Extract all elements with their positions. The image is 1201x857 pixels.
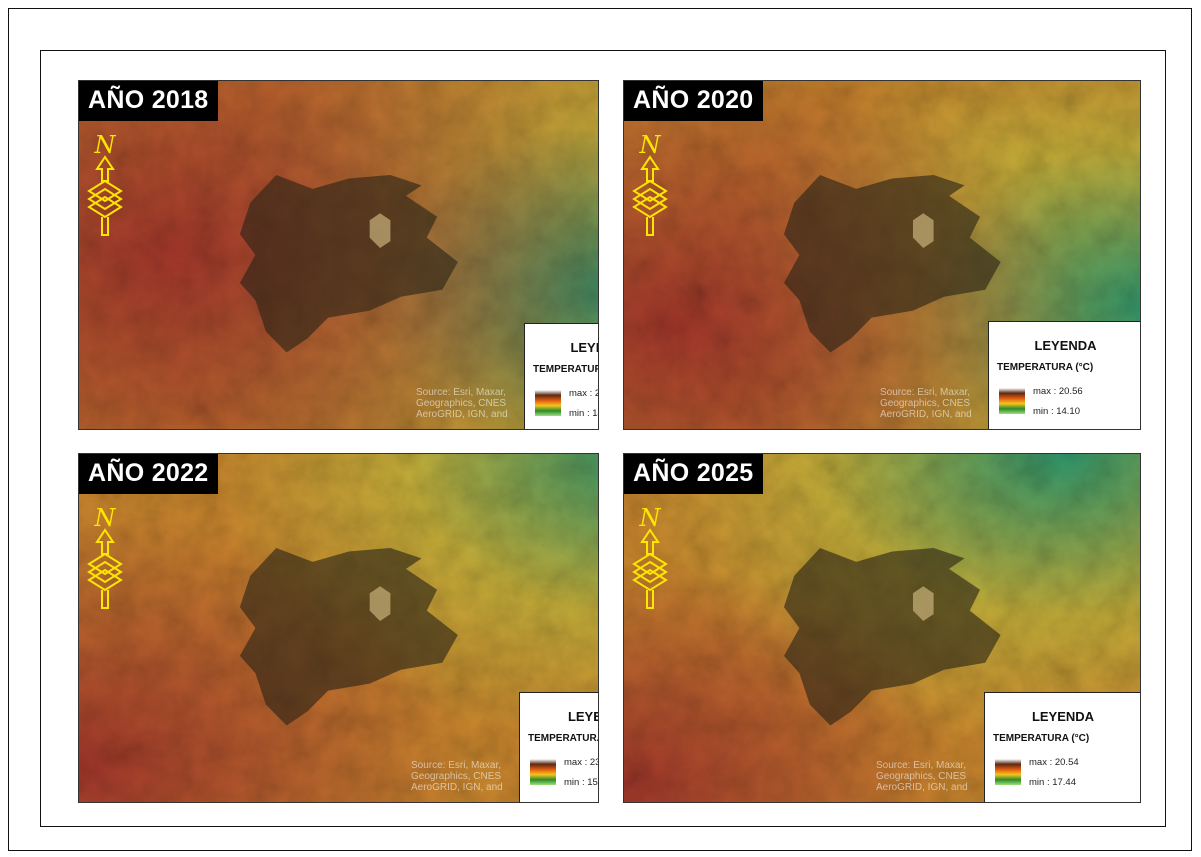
north-arrow-icon: N (630, 500, 670, 612)
reservoir (239, 174, 458, 353)
reservoir (783, 547, 1001, 726)
color-ramp-swatch (530, 759, 556, 785)
legend-subtitle: TEMPERATURA (°C) (993, 733, 1090, 744)
year-label: AÑO 2025 (624, 454, 763, 494)
year-label: AÑO 2018 (79, 81, 218, 121)
color-ramp-swatch (535, 390, 561, 416)
legend-title: LEYENDA (1034, 338, 1097, 353)
year-label: AÑO 2022 (79, 454, 218, 494)
legend-subtitle: TEMPERATURA (°C) (528, 733, 599, 744)
north-arrow-icon: N (85, 127, 125, 239)
legend-box: LEYENDA TEMPERATURA (°C) max : 20.56 min : … (988, 321, 1140, 429)
north-letter: N (94, 131, 117, 159)
north-letter: N (639, 504, 662, 532)
reservoir (783, 174, 1001, 353)
legend-title: LEYENDA (1031, 709, 1095, 724)
map-attribution: Source: Esri, Maxar, Geographics, CNES A… (411, 760, 503, 793)
island (369, 586, 391, 622)
legend-min: min : 15.19 (564, 777, 598, 788)
legend-box: LEYENDA TEMPERATURA (°C) max : 23.11 min : … (519, 692, 599, 802)
north-letter: N (94, 504, 117, 532)
legend-subtitle: TEMPERATURA (°C) (533, 364, 598, 375)
legend-title: LEYENDA (567, 709, 598, 724)
legend-subtitle: TEMPERATURA (°C) (997, 362, 1094, 373)
legend-max: max : 20.54 (1029, 757, 1079, 768)
legend-max: max : 23.11 (564, 757, 598, 768)
legend-box: LEYENDA TEMPERATURA (°C) max : 21.23 min : … (524, 323, 598, 429)
year-label: AÑO 2020 (624, 81, 763, 121)
legend-max: max : 20.56 (1033, 386, 1083, 397)
color-ramp-swatch (995, 759, 1021, 785)
legend-box: LEYENDA TEMPERATURA (°C) max : 20.54 min : … (984, 692, 1140, 802)
reservoir (239, 547, 458, 726)
map-attribution: Source: Esri, Maxar, Geographics, CNES A… (880, 387, 972, 420)
legend-min: min : 17.44 (1029, 777, 1076, 788)
north-letter: N (639, 131, 662, 159)
map-panel: AÑO 2020 N Source: Esri, Maxar, Geographic… (623, 80, 1141, 430)
temperature-surface (79, 454, 598, 802)
island (912, 586, 934, 622)
legend-min: min : 14.10 (1033, 406, 1080, 417)
island (369, 213, 391, 249)
temperature-surface (79, 81, 598, 429)
map-panel: AÑO 2025 N Source: Esri, Maxar, Geographic… (623, 453, 1141, 803)
color-ramp-swatch (999, 388, 1025, 414)
map-panel: AÑO 2018 N Source: Esri, Maxar, Geographic… (78, 80, 599, 430)
north-arrow-icon: N (630, 127, 670, 239)
island (912, 213, 934, 249)
legend-max: max : 21.23 (569, 388, 598, 399)
map-attribution: Source: Esri, Maxar, Geographics, CNES A… (416, 387, 508, 420)
legend-min: min : 14.96 (569, 408, 598, 419)
map-panel: AÑO 2022 N Source: Esri, Maxar, Geographic… (78, 453, 599, 803)
legend-title: LEYENDA (570, 340, 598, 355)
map-attribution: Source: Esri, Maxar, Geographics, CNES A… (876, 760, 968, 793)
north-arrow-icon: N (85, 500, 125, 612)
